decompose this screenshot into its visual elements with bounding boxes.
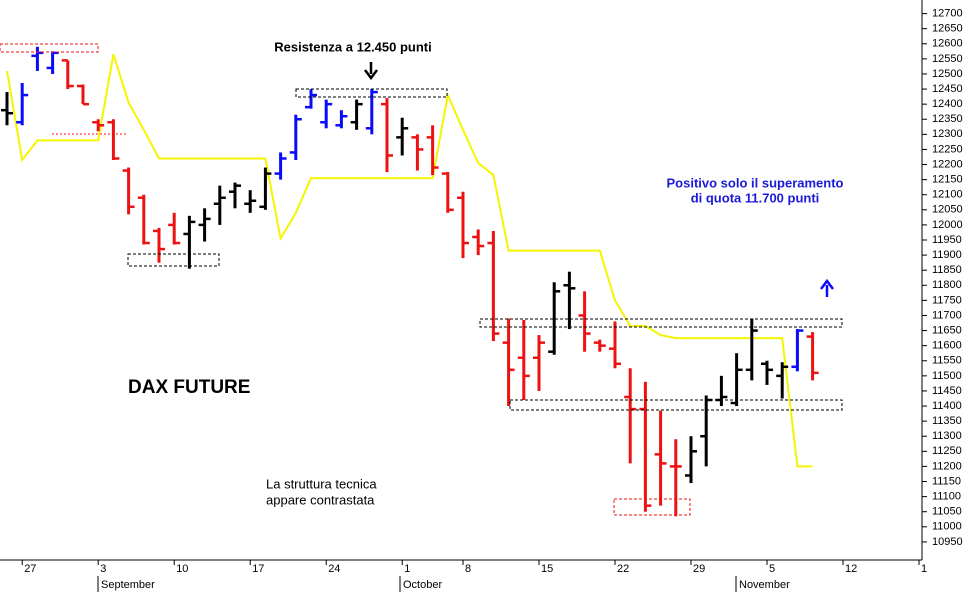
y-tick-label: 12000 — [932, 219, 963, 231]
x-tick-label: 3 — [100, 563, 106, 575]
x-tick-label: 1 — [404, 563, 410, 575]
y-tick-label: 11150 — [932, 475, 961, 487]
y-tick-label: 11650 — [932, 324, 962, 336]
x-tick-label: 8 — [465, 563, 471, 575]
y-tick-label: 11950 — [932, 234, 962, 246]
x-tick-label: 12 — [845, 563, 857, 575]
annotation: Positivo solo il superamento — [667, 175, 844, 190]
y-tick-label: 12650 — [932, 23, 963, 35]
y-tick-label: 11050 — [932, 506, 962, 518]
y-tick-label: 11550 — [932, 355, 962, 367]
x-tick-label: 15 — [541, 563, 553, 575]
y-tick-label: 12550 — [932, 53, 963, 65]
y-tick-label: 12300 — [932, 128, 963, 140]
y-tick-label: 11300 — [932, 430, 962, 442]
month-label: September — [101, 579, 155, 591]
month-label: November — [739, 579, 790, 591]
y-tick-label: 11100 — [932, 491, 961, 503]
x-tick-label: 5 — [769, 563, 775, 575]
y-tick-label: 11850 — [932, 264, 962, 276]
level-box — [613, 498, 691, 516]
level-box — [295, 88, 448, 98]
y-tick-label: 12100 — [932, 189, 963, 201]
x-tick-label: 24 — [328, 563, 340, 575]
x-tick-label: 27 — [24, 563, 36, 575]
y-tick-label: 11400 — [932, 400, 962, 412]
month-label: October — [403, 579, 442, 591]
plot-area — [1, 46, 819, 517]
level-boxes — [0, 43, 843, 516]
y-tick-label: 12250 — [932, 143, 963, 155]
level-box — [509, 399, 843, 411]
level-box — [479, 318, 843, 328]
annotation: appare contrastata — [266, 492, 375, 507]
y-tick-label: 10950 — [932, 536, 963, 548]
y-tick-label: 11000 — [932, 521, 962, 533]
y-tick-label: 12050 — [932, 204, 963, 216]
x-tick-label: 1 — [921, 563, 927, 575]
y-tick-label: 12700 — [932, 7, 963, 19]
indicator-line — [6, 54, 813, 468]
y-tick-label: 11700 — [932, 309, 962, 321]
y-tick-label: 11600 — [932, 340, 962, 352]
level-box — [0, 43, 99, 53]
y-tick-label: 12600 — [932, 38, 963, 50]
y-tick-label: 11900 — [932, 249, 962, 261]
annotation: di quota 11.700 punti — [691, 190, 820, 205]
y-tick-label: 11800 — [932, 279, 962, 291]
x-tick-label: 29 — [693, 563, 705, 575]
down-arrow — [364, 62, 378, 81]
x-tick-label: 22 — [617, 563, 629, 575]
y-tick-label: 12400 — [932, 98, 963, 110]
x-tick-label: 17 — [252, 563, 264, 575]
y-tick-label: 11250 — [932, 445, 962, 457]
y-tick-label: 11500 — [932, 370, 962, 382]
y-tick-label: 11750 — [932, 294, 962, 306]
annotation: La struttura tecnica — [266, 476, 377, 491]
y-tick-label: 11200 — [932, 460, 962, 472]
annotation: Resistenza a 12.450 punti — [274, 39, 432, 54]
y-tick-label: 12150 — [932, 174, 963, 186]
y-tick-label: 11350 — [932, 415, 962, 427]
y-tick-label: 12350 — [932, 113, 963, 125]
y-tick-label: 12450 — [932, 83, 963, 95]
up-arrow — [820, 278, 834, 297]
y-tick-label: 12500 — [932, 68, 963, 80]
y-tick-label: 11450 — [932, 385, 962, 397]
y-tick-label: 12200 — [932, 158, 963, 170]
level-box — [127, 253, 220, 267]
x-tick-label: 10 — [176, 563, 188, 575]
chart-title: DAX FUTURE — [128, 377, 250, 398]
